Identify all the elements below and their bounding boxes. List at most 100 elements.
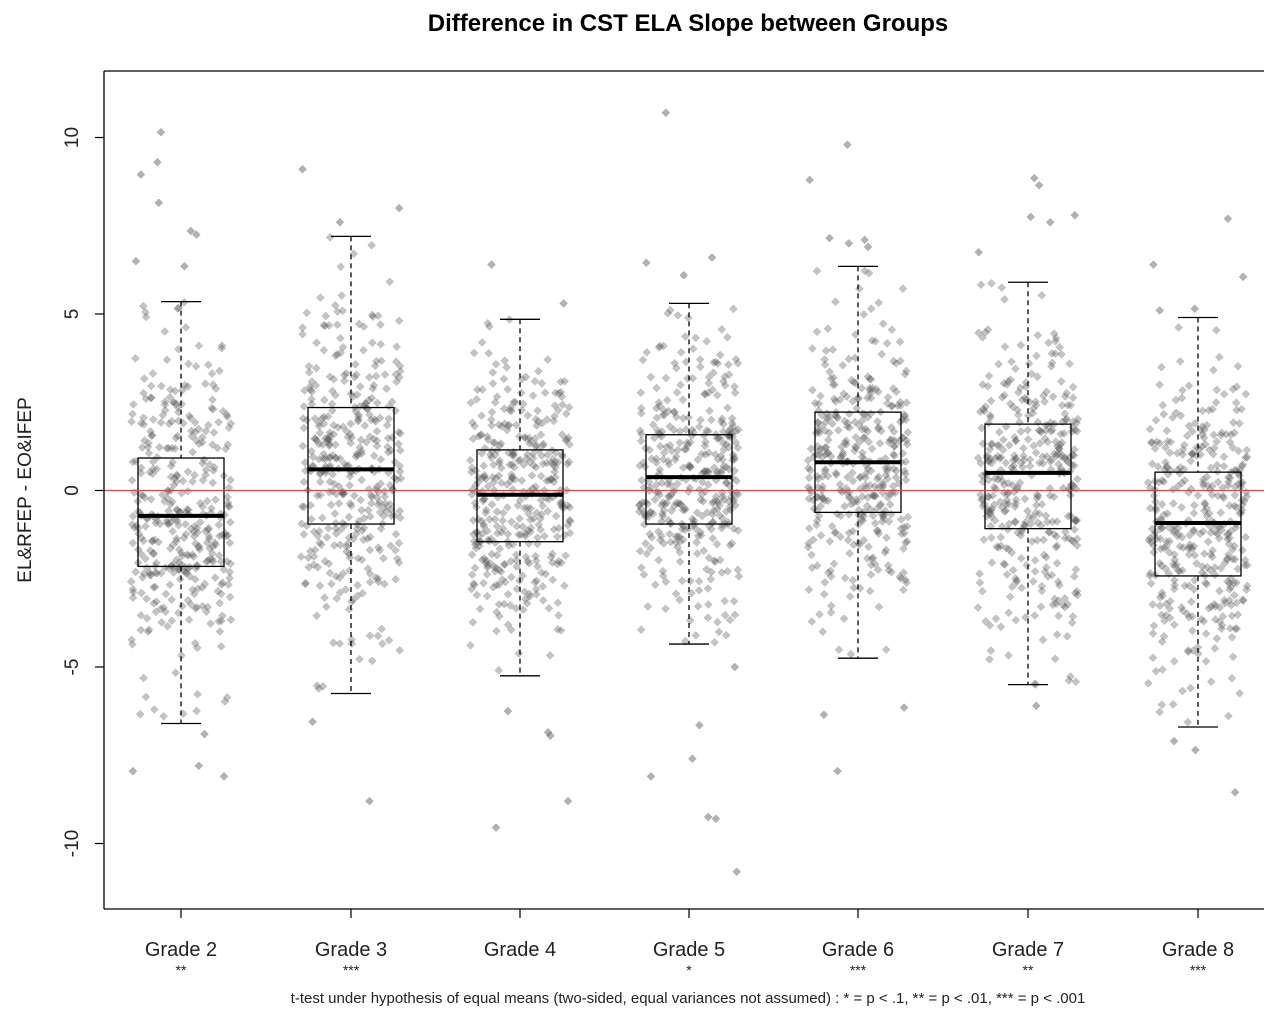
data-point [167,497,177,507]
data-point [1000,507,1009,516]
data-point [225,567,235,577]
data-point [1072,418,1082,428]
data-point [661,604,670,614]
data-point [659,455,668,464]
data-point [986,646,996,655]
data-point [870,491,879,500]
data-point [561,436,571,445]
data-point [507,406,516,416]
data-point [681,425,691,434]
data-point [491,563,501,573]
data-point [312,436,322,445]
data-point [834,425,843,435]
data-point [637,475,647,485]
data-point [714,497,723,507]
data-point [846,649,856,659]
data-point [1158,591,1167,601]
data-point [804,494,814,504]
data-point [1202,511,1212,521]
data-point [1210,563,1220,572]
data-point [494,666,504,675]
data-point [311,381,321,390]
data-point [893,401,903,410]
data-point [818,472,828,481]
data-point [1046,457,1055,466]
data-point [1173,523,1183,533]
data-point [688,514,697,524]
data-point [162,355,172,365]
data-point [353,580,362,590]
data-point [354,319,364,329]
data-point [373,311,383,321]
data-point [545,651,555,660]
data-point [1031,500,1041,510]
outlier-point [298,164,307,174]
data-point [338,569,348,578]
data-point [665,529,674,539]
data-point [704,448,714,458]
data-point [1035,458,1044,468]
data-point [902,439,912,449]
data-point [189,589,199,599]
data-point [1210,570,1220,580]
data-point [1019,443,1028,453]
data-point [672,412,681,422]
outlier-point [1149,260,1158,269]
data-point [719,461,729,471]
data-point [182,505,192,514]
data-point [494,600,504,609]
data-point [714,433,723,443]
data-point [344,604,354,614]
data-point [825,412,835,422]
data-point [865,586,875,596]
data-point [1238,545,1247,555]
data-point [814,450,824,460]
data-point [978,439,988,448]
significance-label: *** [1190,962,1207,978]
data-point [973,603,983,612]
data-point [137,443,147,452]
data-point [1030,679,1040,688]
data-point [646,543,655,553]
data-point [497,422,507,431]
data-point [665,422,675,431]
data-point [1051,336,1060,346]
data-point [895,572,905,582]
data-point [685,438,695,447]
data-point [1213,491,1223,501]
data-point [329,420,339,430]
data-point [1237,461,1247,471]
data-point [320,556,330,566]
data-point [664,460,674,469]
data-point [811,428,821,438]
data-point [1237,505,1247,515]
data-point [526,527,535,537]
data-point [351,529,361,539]
data-point [1180,581,1190,591]
data-point [1216,430,1226,440]
data-point [1155,559,1165,568]
data-point [1197,422,1207,431]
data-point [328,451,338,460]
data-point [306,385,316,395]
data-point [172,536,181,546]
data-point [371,573,381,582]
data-point [392,554,402,564]
data-point [507,473,517,482]
data-point [307,387,317,397]
data-point [901,475,911,485]
data-point [984,456,993,465]
data-point [1067,618,1077,628]
data-point [872,526,882,536]
data-point [720,596,730,606]
data-point [479,519,488,529]
data-point [325,233,335,242]
data-point [557,498,567,507]
data-point [1183,544,1193,553]
data-point [367,492,377,502]
data-point [994,441,1004,450]
data-point [488,478,498,488]
data-point [1033,417,1043,427]
data-point [1011,499,1021,508]
data-point [1180,476,1190,485]
